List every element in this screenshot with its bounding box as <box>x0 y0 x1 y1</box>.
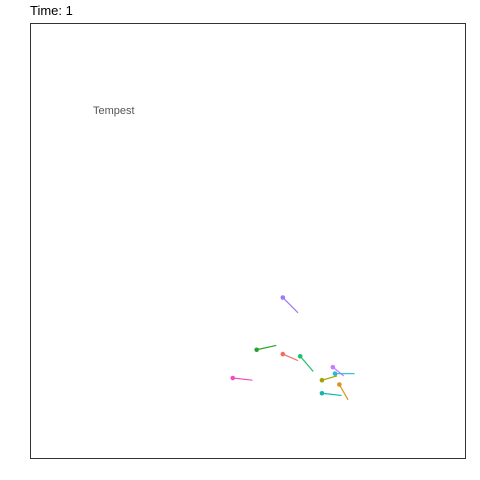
trail-line-3 <box>282 353 299 362</box>
data-point-10 <box>319 390 325 396</box>
trail-line-8 <box>321 375 338 381</box>
data-point-2 <box>254 347 259 353</box>
trail-line-4 <box>299 355 314 372</box>
data-point-9 <box>337 382 342 387</box>
chart-title: Time: 1 <box>30 3 73 18</box>
data-point-5 <box>230 375 236 381</box>
trail-line-1 <box>282 297 299 314</box>
trail-line-6 <box>332 366 345 377</box>
data-point-3 <box>280 351 286 357</box>
data-point-4 <box>297 353 303 359</box>
data-point-1 <box>280 295 286 300</box>
data-point-8 <box>319 377 325 383</box>
trail-line-9 <box>338 384 349 401</box>
annotation-label: Tempest <box>93 105 135 117</box>
series-marks <box>230 295 355 401</box>
trail-line-2 <box>256 344 277 351</box>
data-point-7 <box>332 371 338 376</box>
trail-line-10 <box>321 392 342 397</box>
plot-panel <box>30 23 466 459</box>
trail-line-5 <box>232 377 253 381</box>
data-point-6 <box>330 364 336 370</box>
